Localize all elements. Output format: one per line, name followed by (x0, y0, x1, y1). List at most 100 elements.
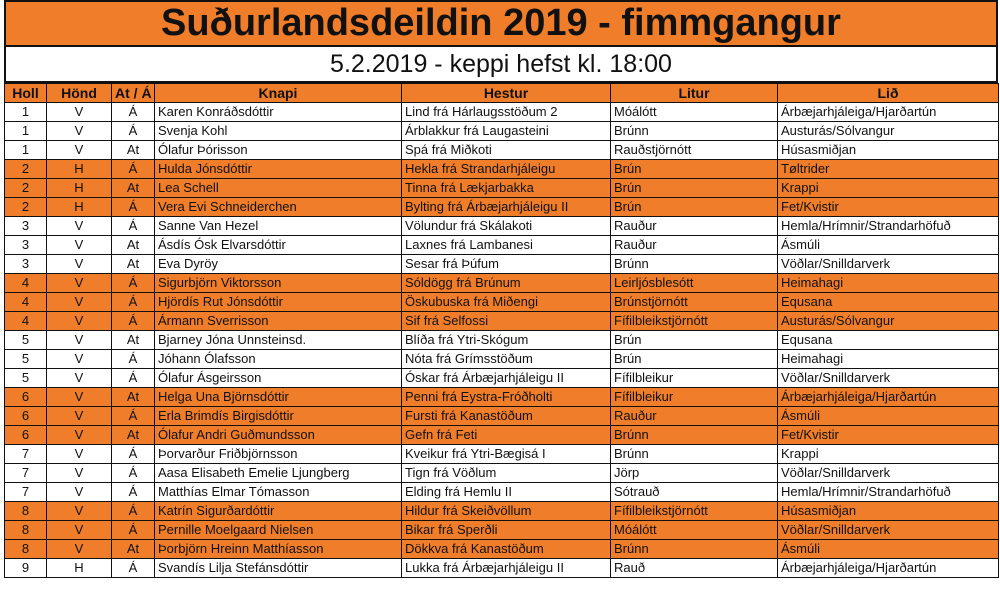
cell-hond: V (46, 311, 112, 331)
cell-hestur: Hekla frá Strandarhjáleigu (401, 159, 611, 179)
cell-litur: Brún (610, 159, 778, 179)
table-row: 5 V Á Jóhann Ólafsson Nóta frá Grímsstöðum Br… (4, 349, 999, 369)
cell-knapi: Ólafur Þórisson (154, 140, 402, 160)
cell-lid: Hemla/Hrímnir/Strandarhöfuð (777, 482, 999, 502)
cell-holl: 7 (4, 482, 47, 502)
cell-litur: Rauð (610, 558, 778, 578)
cell-litur: Brún (610, 330, 778, 350)
cell-holl: 6 (4, 406, 47, 426)
cell-at: At (111, 140, 155, 160)
cell-hond: H (46, 159, 112, 179)
table-row: 3 V Á Sanne Van Hezel Völundur frá Skálakoti… (4, 216, 999, 236)
cell-holl: 7 (4, 463, 47, 483)
table-row: 8 V Á Pernille Moelgaard Nielsen Bikar frá S… (4, 520, 999, 540)
cell-knapi: Hjördís Rut Jónsdóttir (154, 292, 402, 312)
cell-at: At (111, 539, 155, 559)
table-row: 7 V Á Matthías Elmar Tómasson Elding frá Hem… (4, 482, 999, 502)
cell-lid: Heimahagi (777, 273, 999, 293)
cell-holl: 6 (4, 387, 47, 407)
cell-knapi: Lea Schell (154, 178, 402, 198)
cell-hond: V (46, 482, 112, 502)
cell-knapi: Ármann Sverrisson (154, 311, 402, 331)
cell-hond: V (46, 520, 112, 540)
col-header-hond: Hönd (46, 83, 112, 103)
cell-litur: Fífilbleikstjörnótt (610, 501, 778, 521)
cell-holl: 3 (4, 235, 47, 255)
cell-lid: Equsana (777, 292, 999, 312)
cell-at: Á (111, 501, 155, 521)
cell-litur: Brúnn (610, 539, 778, 559)
cell-knapi: Þorvarður Friðbjörnsson (154, 444, 402, 464)
cell-holl: 2 (4, 178, 47, 198)
cell-hond: H (46, 197, 112, 217)
cell-at: Á (111, 121, 155, 141)
cell-litur: Brúnn (610, 444, 778, 464)
cell-litur: Jörp (610, 463, 778, 483)
table-row: 8 V At Þorbjörn Hreinn Matthíasson Dökkva fr… (4, 539, 999, 559)
cell-holl: 4 (4, 273, 47, 293)
cell-hestur: Dökkva frá Kanastöðum (401, 539, 611, 559)
cell-hestur: Öskubuska frá Miðengi (401, 292, 611, 312)
cell-knapi: Helga Una Björnsdóttir (154, 387, 402, 407)
cell-at: Á (111, 349, 155, 369)
cell-knapi: Erla Brimdís Birgisdóttir (154, 406, 402, 426)
cell-hond: V (46, 216, 112, 236)
cell-litur: Móálótt (610, 520, 778, 540)
table-row: 5 V At Bjarney Jóna Unnsteinsd. Blíða frá Yt… (4, 330, 999, 350)
cell-hond: H (46, 558, 112, 578)
table-row: 3 V At Eva Dyröy Sesar frá Þúfum Brúnn Vöðlar/… (4, 254, 999, 274)
cell-lid: Vöðlar/Snilldarverk (777, 463, 999, 483)
cell-holl: 5 (4, 349, 47, 369)
cell-knapi: Svenja Kohl (154, 121, 402, 141)
cell-litur: Rauður (610, 235, 778, 255)
cell-hond: V (46, 102, 112, 122)
col-header-litur: Litur (610, 83, 778, 103)
table-row: 8 V Á Katrín Sigurðardóttir Hildur frá Skeið… (4, 501, 999, 521)
table-row: 1 V Á Svenja Kohl Árblakkur frá Laugasteini B… (4, 121, 999, 141)
cell-knapi: Aasa Elisabeth Emelie Ljungberg (154, 463, 402, 483)
cell-litur: Fífilbleikur (610, 387, 778, 407)
cell-litur: Fífilbleikstjörnótt (610, 311, 778, 331)
cell-at: At (111, 425, 155, 445)
cell-at: At (111, 178, 155, 198)
cell-at: At (111, 387, 155, 407)
cell-lid: Hemla/Hrímnir/Strandarhöfuð (777, 216, 999, 236)
cell-hestur: Sif frá Selfossi (401, 311, 611, 331)
cell-knapi: Svandís Lilja Stefánsdóttir (154, 558, 402, 578)
table-row: 6 V At Helga Una Björnsdóttir Penni frá Eyst… (4, 387, 999, 407)
table-row: 2 H Á Hulda Jónsdóttir Hekla frá Strandarhjá… (4, 159, 999, 179)
cell-hond: V (46, 121, 112, 141)
cell-litur: Rauður (610, 216, 778, 236)
table-header-row: Holl Hönd At / Á Knapi Hestur Litur Lið (4, 83, 999, 103)
table-row: 5 V Á Ólafur Ásgeirsson Óskar frá Árbæjarhjá… (4, 368, 999, 388)
cell-hond: V (46, 330, 112, 350)
cell-lid: Krappi (777, 444, 999, 464)
cell-hestur: Lind frá Hárlaugsstöðum 2 (401, 102, 611, 122)
table-row: 7 V Á Aasa Elisabeth Emelie Ljungberg Tign f… (4, 463, 999, 483)
cell-hestur: Sóldögg frá Brúnum (401, 273, 611, 293)
cell-holl: 3 (4, 254, 47, 274)
table-row: 4 V Á Sigurbjörn Viktorsson Sóldögg frá Brún… (4, 273, 999, 293)
cell-hond: V (46, 444, 112, 464)
cell-holl: 8 (4, 501, 47, 521)
table-row: 3 V At Ásdís Ósk Elvarsdóttir Laxnes frá Lam… (4, 235, 999, 255)
table-row: 6 V Á Erla Brimdís Birgisdóttir Fursti frá K… (4, 406, 999, 426)
cell-at: Á (111, 216, 155, 236)
cell-lid: Árbæjarhjáleiga/Hjarðartún (777, 387, 999, 407)
cell-hond: V (46, 349, 112, 369)
cell-hestur: Árblakkur frá Laugasteini (401, 121, 611, 141)
cell-at: At (111, 330, 155, 350)
cell-hond: V (46, 273, 112, 293)
start-list-table: Holl Hönd At / Á Knapi Hestur Litur Lið … (4, 83, 999, 578)
cell-litur: Brúnn (610, 254, 778, 274)
cell-lid: Ásmúli (777, 235, 999, 255)
cell-litur: Fífilbleikur (610, 368, 778, 388)
cell-knapi: Matthías Elmar Tómasson (154, 482, 402, 502)
cell-knapi: Ásdís Ósk Elvarsdóttir (154, 235, 402, 255)
cell-lid: Tøltrider (777, 159, 999, 179)
cell-at: Á (111, 159, 155, 179)
cell-holl: 3 (4, 216, 47, 236)
cell-hond: V (46, 140, 112, 160)
cell-hond: V (46, 292, 112, 312)
